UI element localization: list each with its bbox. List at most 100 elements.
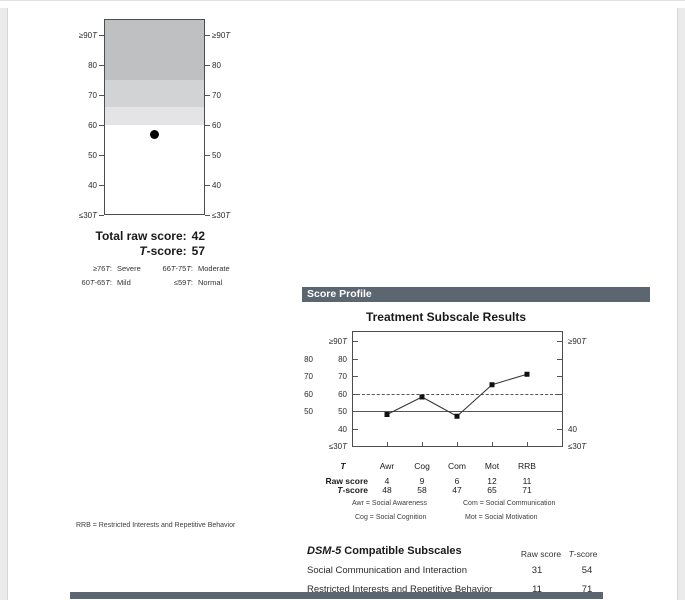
y-label-inner-left: 70 <box>338 372 347 381</box>
gauge-y-label-left: ≤30T <box>78 211 97 220</box>
gauge-y-label-left: 80 <box>88 61 97 70</box>
t-score-value: 71 <box>522 485 532 495</box>
severity-key-severe: ≥76T: <box>92 264 112 273</box>
severity-key-mild: 60T-65T: <box>81 278 112 287</box>
y-label-inner-left: 80 <box>338 354 347 364</box>
dsm5-col-raw-score: Raw score <box>520 549 562 559</box>
t-score-label: T-score: <box>139 244 187 258</box>
t-score-value: 57 <box>191 244 205 258</box>
total-raw-score-value: 42 <box>191 229 205 243</box>
t-score-line: T-score: 57 <box>60 244 205 259</box>
abbr-cog: Cog = Social Cognition <box>355 514 427 521</box>
reference-line-solid <box>352 411 563 412</box>
gauge-y-tick-right <box>205 215 210 216</box>
raw-score-value: 11 <box>522 476 532 486</box>
y-tick-right <box>557 393 562 395</box>
gauge-data-point <box>149 129 159 139</box>
gauge-band-moderate <box>104 80 205 107</box>
page-top-edge <box>0 0 685 1</box>
data-line <box>386 373 528 417</box>
raw-score-row-label: Raw score <box>325 476 368 486</box>
data-point <box>384 412 390 417</box>
y-tick-right <box>557 376 562 377</box>
gauge-y-label-right: 70 <box>212 91 221 100</box>
gauge-y-label-left: 60 <box>88 121 97 130</box>
dsm5-row-raw: 31 <box>531 565 543 576</box>
gauge-y-label-left: ≥90T <box>78 31 97 40</box>
y-tick-left <box>353 411 358 412</box>
page-footer-bar <box>70 592 603 599</box>
severity-value-moderate: Moderate <box>198 264 230 273</box>
gauge-y-label-right: 40 <box>212 181 221 190</box>
t-score-value: 48 <box>382 485 392 495</box>
y-label-inner-left: 50 <box>338 407 347 416</box>
y-tick-right <box>557 428 562 430</box>
gauge-y-tick-left <box>99 65 104 66</box>
x-axis-prefix: T <box>340 461 346 471</box>
gauge-y-tick-right <box>205 125 210 126</box>
gauge-y-label-left: 40 <box>88 181 97 190</box>
y-tick-left <box>353 376 358 377</box>
gauge-y-label-right: 80 <box>212 61 221 70</box>
treatment-plot-box <box>352 331 563 447</box>
y-label-right: ≥90T <box>568 337 587 346</box>
y-tick-left <box>353 341 358 342</box>
y-label-outer-left: 80 <box>304 354 313 364</box>
y-label-right: ≤30T <box>568 442 587 451</box>
gauge-y-label-right: 60 <box>212 121 221 130</box>
x-category-label: Awr <box>379 461 395 471</box>
dsm5-row-name: Social Communication and Interaction <box>307 565 468 576</box>
score-profile-section-header: Score Profile <box>302 287 650 302</box>
reference-line-dashed <box>352 393 563 395</box>
t-score-value: 65 <box>487 485 497 495</box>
y-label-outer-left: 50 <box>304 407 313 416</box>
page-left-edge <box>0 8 8 600</box>
y-tick-left <box>353 393 358 395</box>
score-profile-header-label: Score Profile <box>307 288 372 300</box>
t-score-value: 58 <box>417 485 427 495</box>
severity-value-mild: Mild <box>117 278 131 287</box>
dsm5-row-name: Restricted Interests and Repetitive Beha… <box>307 584 493 595</box>
data-point <box>489 382 495 388</box>
x-category-label: RRB <box>518 461 536 471</box>
gauge-y-tick-right <box>205 35 210 36</box>
raw-score-value: 6 <box>454 476 460 486</box>
raw-score-value: 9 <box>419 476 425 486</box>
y-label-inner-left: ≥90T <box>328 337 347 346</box>
total-raw-score-line: Total raw score: 42 <box>60 229 206 244</box>
data-point <box>454 413 460 419</box>
x-category-label: Mot <box>484 461 500 471</box>
gauge-y-tick-left <box>99 95 104 96</box>
treatment-subscale-chart: Treatment Subscale Results ≥90T 80 70 60 50 4… <box>296 306 596 506</box>
y-label-inner-left: ≤30T <box>328 442 347 451</box>
dsm5-row-raw: 11 <box>532 584 542 595</box>
gauge-y-tick-right <box>205 65 210 66</box>
gauge-band-mild <box>104 107 205 125</box>
y-label-inner-left: 60 <box>338 389 347 399</box>
t-score-row-label: T-score <box>337 485 368 495</box>
total-score-gauge-chart: ≥90T ≥90T 80 80 70 70 60 60 50 50 40 40 ≤30T ≤30T <box>60 11 290 223</box>
y-tick-left <box>353 358 358 360</box>
rrb-footnote: RRB = Restricted Interests and Repetitiv… <box>76 522 236 529</box>
chart-title: Treatment Subscale Results <box>365 310 527 324</box>
gauge-y-tick-left <box>99 155 104 156</box>
gauge-y-tick-right <box>205 155 210 156</box>
data-point <box>524 371 530 377</box>
y-label-outer-left: 60 <box>304 389 313 399</box>
y-tick-left <box>353 446 358 447</box>
dsm5-title-rest: Compatible Subscales <box>341 545 462 557</box>
severity-key-moderate: 66T-75T: <box>162 264 193 273</box>
y-tick-right <box>557 446 562 447</box>
y-tick-right <box>557 341 562 342</box>
x-tick <box>387 442 388 446</box>
gauge-y-label-right: ≤30T <box>212 211 231 220</box>
y-tick-right <box>557 411 562 412</box>
page-right-edge <box>677 8 685 600</box>
dsm5-col-t-score: T-score <box>568 549 598 559</box>
t-score-series <box>384 371 530 419</box>
y-tick-left <box>353 428 358 430</box>
gauge-y-label-right: ≥90T <box>212 31 231 40</box>
data-point <box>419 394 425 400</box>
abbr-awr: Awr = Social Awareness <box>352 500 428 507</box>
